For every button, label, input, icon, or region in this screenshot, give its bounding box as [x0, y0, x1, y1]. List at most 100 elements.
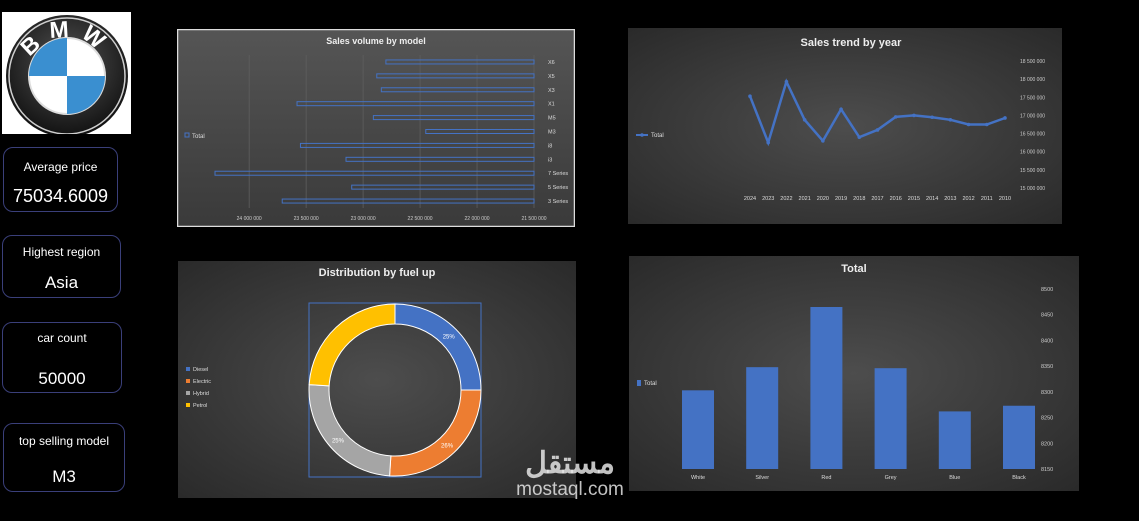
slice-label: 25%: [332, 438, 345, 444]
legend-marker: [637, 380, 641, 386]
bar: [380, 87, 535, 93]
data-point: [930, 115, 934, 120]
x-tick-label: 2017: [871, 196, 883, 202]
bar: [425, 129, 535, 134]
legend-label: Diesel: [193, 367, 208, 373]
donut-slice: [308, 303, 396, 387]
data-point: [893, 115, 898, 119]
data-point: [912, 113, 916, 118]
category-label: Silver: [755, 475, 769, 481]
kpi-value: M3: [52, 467, 76, 486]
color-total-svg: Total 8500 8450 8400 8350 8300 8250 8200 8150 W…: [629, 256, 1079, 491]
kpi-label: Highest region: [22, 245, 101, 259]
x-tick-label: 2023: [762, 196, 774, 202]
x-tick-label: 2021: [799, 196, 811, 202]
legend-marker: [186, 403, 190, 407]
y-tick-label: 17 500 000: [1020, 95, 1045, 101]
y-tick-label: 8450: [1041, 313, 1053, 319]
bmw-logo: BMW: [2, 12, 131, 137]
kpi-car-count: car count 50000: [2, 322, 122, 393]
x-tick-label: 2011: [981, 196, 993, 202]
sales-volume-chart: Sales volume by model X6 X5 X3 X1 M5 M3 i8 i3 7 …: [177, 29, 575, 227]
legend-label: Electric: [193, 379, 211, 385]
bar: [281, 198, 535, 204]
legend-label: Hybrid: [193, 391, 209, 397]
y-tick-label: 15 000 000: [1020, 186, 1045, 192]
x-tick-label: 2022: [780, 196, 792, 202]
category-label: X3: [548, 88, 555, 94]
kpi-value: 75034.6009: [12, 186, 109, 206]
data-point: [875, 128, 880, 132]
bmw-roundel-icon: BMW: [6, 15, 128, 137]
category-label: 7 Series: [548, 171, 568, 177]
legend-marker: [186, 391, 190, 395]
y-tick-label: 8200: [1041, 441, 1053, 447]
legend-marker: [186, 379, 190, 383]
category-label: X5: [548, 74, 555, 80]
bar: [746, 367, 779, 469]
sales-volume-svg: Sales volume by model X6 X5 X3 X1 M5 M3 i8 i3 7 …: [177, 29, 575, 227]
category-label: Blue: [949, 475, 960, 481]
legend-marker: [186, 367, 190, 371]
data-point: [748, 94, 752, 98]
bar: [372, 115, 535, 121]
data-point: [784, 79, 789, 84]
y-tick-label: 8400: [1041, 338, 1053, 344]
y-tick-label: 15 500 000: [1020, 168, 1045, 174]
bar: [938, 411, 971, 469]
bar: [1003, 405, 1035, 469]
kpi-label: Average price: [23, 160, 98, 174]
x-tick-label: 23 000 000: [351, 216, 376, 222]
y-tick-label: 8150: [1041, 467, 1053, 473]
x-tick-label: 2024: [744, 196, 756, 202]
x-tick-label: 2019: [835, 196, 847, 202]
chart-title: Total: [841, 263, 866, 275]
y-tick-label: 17 000 000: [1020, 113, 1045, 119]
y-tick-label: 8250: [1041, 416, 1053, 422]
category-label: 5 Series: [548, 185, 568, 191]
legend-label: Petrol: [193, 403, 207, 409]
x-tick-label: 21 500 000: [521, 216, 546, 222]
color-total-chart: Total 8500 8450 8400 8350 8300 8250 8200 8150 W…: [629, 256, 1079, 491]
data-point: [766, 140, 771, 145]
category-label: X1: [548, 102, 555, 108]
chart-title: Distribution by fuel up: [319, 267, 436, 279]
bar: [345, 156, 535, 162]
x-tick-label: 2013: [944, 196, 956, 202]
x-tick-label: 2010: [999, 196, 1011, 202]
legend-marker: [184, 132, 190, 138]
category-label: M5: [548, 116, 556, 122]
x-tick-label: 23 500 000: [294, 216, 319, 222]
category-label: 3 Series: [548, 199, 568, 205]
kpi-value: Asia: [44, 273, 79, 292]
y-tick-label: 8300: [1041, 390, 1053, 396]
chart-title: Sales trend by year: [801, 37, 903, 49]
category-label: X6: [548, 60, 555, 66]
x-tick-label: 2018: [853, 196, 865, 202]
legend-label: Total: [651, 133, 664, 139]
category-label: Red: [821, 475, 831, 481]
chart-title: Sales volume by model: [326, 36, 426, 46]
data-point: [966, 122, 971, 127]
x-tick-label: 2012: [962, 196, 974, 202]
category-label: i8: [548, 143, 552, 149]
data-point: [821, 139, 825, 143]
fuel-distribution-svg: Distribution by fuel up 25% 26% 25% Diesel…: [178, 261, 576, 498]
x-tick-label: 22 000 000: [465, 216, 490, 222]
bar: [682, 390, 714, 469]
kpi-average-price: Average price 75034.6009: [3, 147, 118, 212]
bar: [810, 307, 843, 469]
category-label: M3: [548, 130, 556, 136]
sales-trend-chart: Sales trend by year 18 500 000 18 000 000…: [628, 28, 1062, 224]
y-tick-label: 18 000 000: [1020, 77, 1045, 83]
bar: [214, 170, 535, 176]
kpi-highest-region: Highest region Asia: [2, 235, 121, 298]
bar: [376, 73, 535, 79]
y-tick-label: 16 000 000: [1020, 150, 1045, 156]
x-tick-label: 2015: [908, 196, 920, 202]
kpi-label: top selling model: [18, 434, 110, 448]
x-tick-label: 2020: [817, 196, 829, 202]
x-tick-label: 2014: [926, 196, 938, 202]
watermark-latin: mostaql.com: [516, 479, 624, 500]
data-point: [984, 122, 989, 127]
